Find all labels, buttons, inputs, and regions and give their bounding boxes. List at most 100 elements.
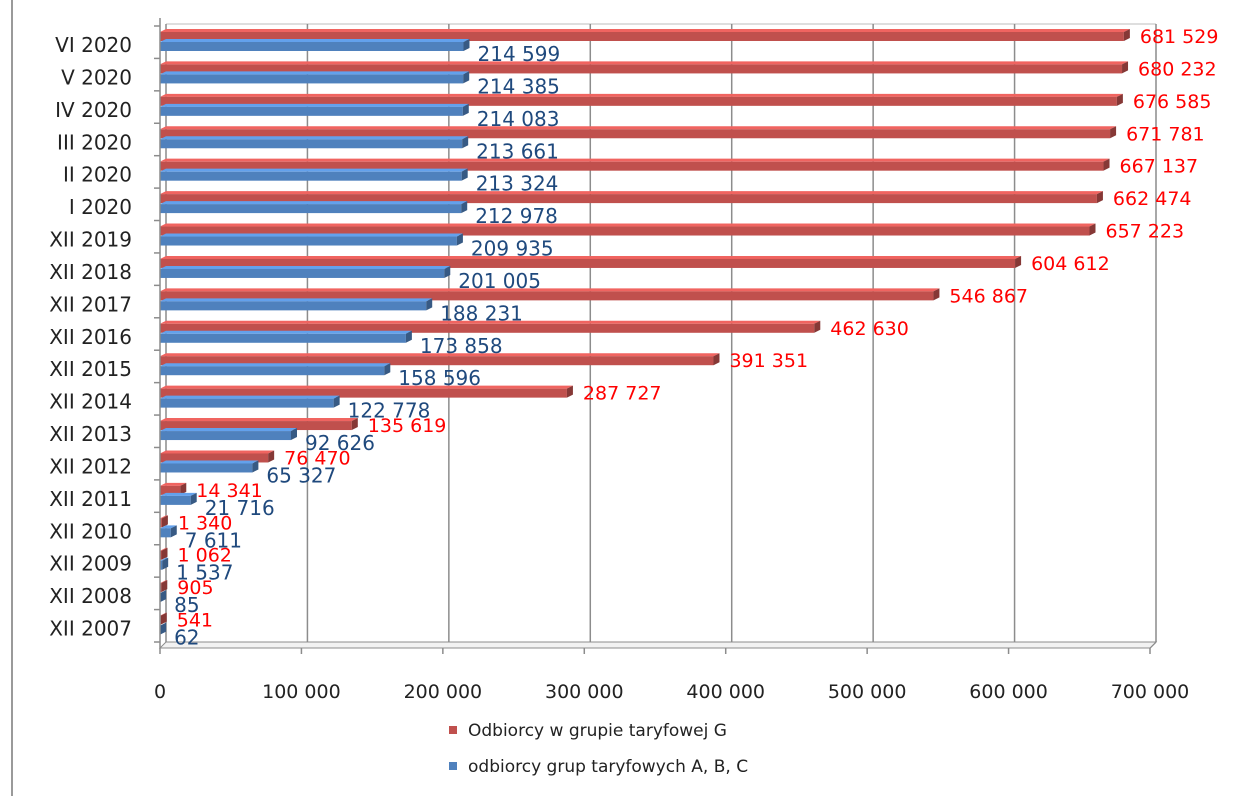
bar-g-9-top: [160, 320, 821, 324]
x-tick-label-3: 300 000: [545, 681, 624, 703]
bar-abc-9: [160, 330, 412, 343]
bar-abc-7-end: [444, 265, 451, 278]
bar-abc-5-front: [160, 204, 462, 214]
bar-abc-0-front: [160, 42, 464, 51]
data-label-g-6: 657 223: [1106, 221, 1185, 243]
bar-g-10-front: [160, 356, 714, 366]
bar-g-2-top: [160, 93, 1123, 97]
data-label-g-2: 676 585: [1133, 91, 1212, 113]
bar-g-4-front: [160, 161, 1104, 171]
data-label-abc-4: 213 324: [476, 172, 559, 196]
bar-abc-13: [160, 460, 259, 473]
data-label-g-16: 1 062: [178, 545, 232, 567]
data-label-g-10: 391 351: [729, 350, 808, 372]
bar-g-4: [160, 158, 1110, 171]
bar-abc-9-top: [160, 330, 412, 334]
data-label-g-3: 671 781: [1126, 123, 1205, 145]
bar-g-6-end: [1089, 223, 1096, 236]
data-label-abc-0: 214 599: [478, 42, 561, 66]
bar-abc-18-top: [160, 622, 167, 626]
data-label-abc-7: 201 005: [458, 269, 541, 293]
bars-layer: [160, 29, 1130, 635]
x-tick-label-6: 600 000: [969, 681, 1048, 703]
bar-abc-6-end: [456, 233, 463, 246]
category-label-17: XII 2008: [49, 584, 132, 608]
bar-g-12-top: [160, 418, 358, 422]
bar-abc-2-end: [462, 103, 469, 116]
category-label-16: XII 2009: [49, 552, 132, 576]
bar-abc-13-front: [160, 463, 253, 473]
bar-g-10: [160, 353, 720, 366]
bar-g-15: [160, 515, 168, 528]
data-label-abc-16: 1 537: [176, 561, 233, 585]
bar-g-16-end: [161, 547, 168, 560]
legend: Odbiorcy w grupie taryfowej G odbiorcy gr…: [449, 721, 748, 777]
data-label-g-8: 546 867: [949, 285, 1028, 307]
x-tick-label-0: 0: [154, 681, 166, 703]
bar-abc-11-top: [160, 395, 340, 399]
bar-g-15-end: [161, 515, 168, 528]
data-label-g-18: 541: [177, 610, 213, 632]
bar-abc-13-end: [252, 460, 259, 473]
bar-abc-12-front: [160, 431, 291, 441]
bar-abc-7-front: [160, 268, 445, 278]
data-label-g-5: 662 474: [1113, 188, 1192, 210]
bar-abc-4-top: [160, 168, 468, 172]
data-label-g-1: 680 232: [1138, 58, 1217, 80]
bar-abc-11-front: [160, 398, 334, 408]
bar-g-11-end: [566, 385, 573, 398]
bar-g-12: [160, 418, 358, 431]
legend-label-0: Odbiorcy w grupie taryfowej G: [468, 721, 727, 741]
bar-g-4-end: [1103, 158, 1110, 171]
bar-abc-13-top: [160, 460, 259, 464]
category-label-14: XII 2011: [49, 487, 132, 511]
bar-abc-17-end: [160, 590, 167, 603]
category-label-10: XII 2015: [49, 357, 132, 381]
data-label-abc-10: 158 596: [398, 366, 481, 390]
category-label-18: XII 2007: [49, 617, 132, 641]
bar-g-14-top: [160, 482, 187, 486]
bar-abc-8-end: [426, 298, 433, 311]
bar-g-6: [160, 223, 1096, 236]
bar-abc-2-top: [160, 103, 469, 107]
data-label-abc-18: 62: [174, 626, 199, 650]
bar-abc-5-top: [160, 201, 468, 205]
data-label-abc-5: 212 978: [475, 204, 558, 228]
data-label-g-7: 604 612: [1031, 253, 1110, 275]
x-tick-label-4: 400 000: [686, 681, 765, 703]
bar-abc-15: [160, 525, 177, 538]
bar-abc-9-end: [405, 330, 412, 343]
data-label-abc-11: 122 778: [348, 399, 431, 423]
data-label-abc-2: 214 083: [477, 107, 560, 131]
data-label-abc-17: 85: [174, 593, 199, 617]
bar-g-1-end: [1122, 61, 1129, 74]
bar-abc-3-top: [160, 136, 469, 140]
bar-abc-4-front: [160, 171, 462, 181]
bar-g-7: [160, 255, 1022, 268]
bar-g-6-front: [160, 226, 1090, 236]
bar-g-18-top: [160, 612, 167, 616]
bar-abc-16: [160, 557, 169, 570]
bar-abc-3-end: [462, 136, 469, 149]
bar-abc-1-end: [463, 71, 470, 84]
bar-g-5-end: [1096, 191, 1103, 204]
category-label-7: XII 2018: [49, 260, 132, 284]
bar-abc-11: [160, 395, 340, 408]
bar-abc-12-top: [160, 428, 297, 432]
bar-g-13-front: [160, 453, 269, 463]
bar-abc-3-front: [160, 139, 463, 149]
bar-abc-2: [160, 103, 469, 116]
bar-g-17-top: [160, 580, 168, 584]
data-label-g-11: 287 727: [583, 383, 662, 405]
x-tick-label-2: 200 000: [404, 681, 483, 703]
bar-abc-3: [160, 136, 469, 149]
category-label-15: XII 2010: [49, 519, 132, 543]
bar-g-0-end: [1123, 29, 1130, 41]
category-label-6: XII 2019: [49, 228, 132, 252]
legend-label-1: odbiorcy grup taryfowych A, B, C: [468, 757, 748, 777]
bar-abc-10: [160, 363, 391, 376]
bar-abc-11-end: [333, 395, 340, 408]
bar-abc-0-end: [463, 39, 470, 51]
